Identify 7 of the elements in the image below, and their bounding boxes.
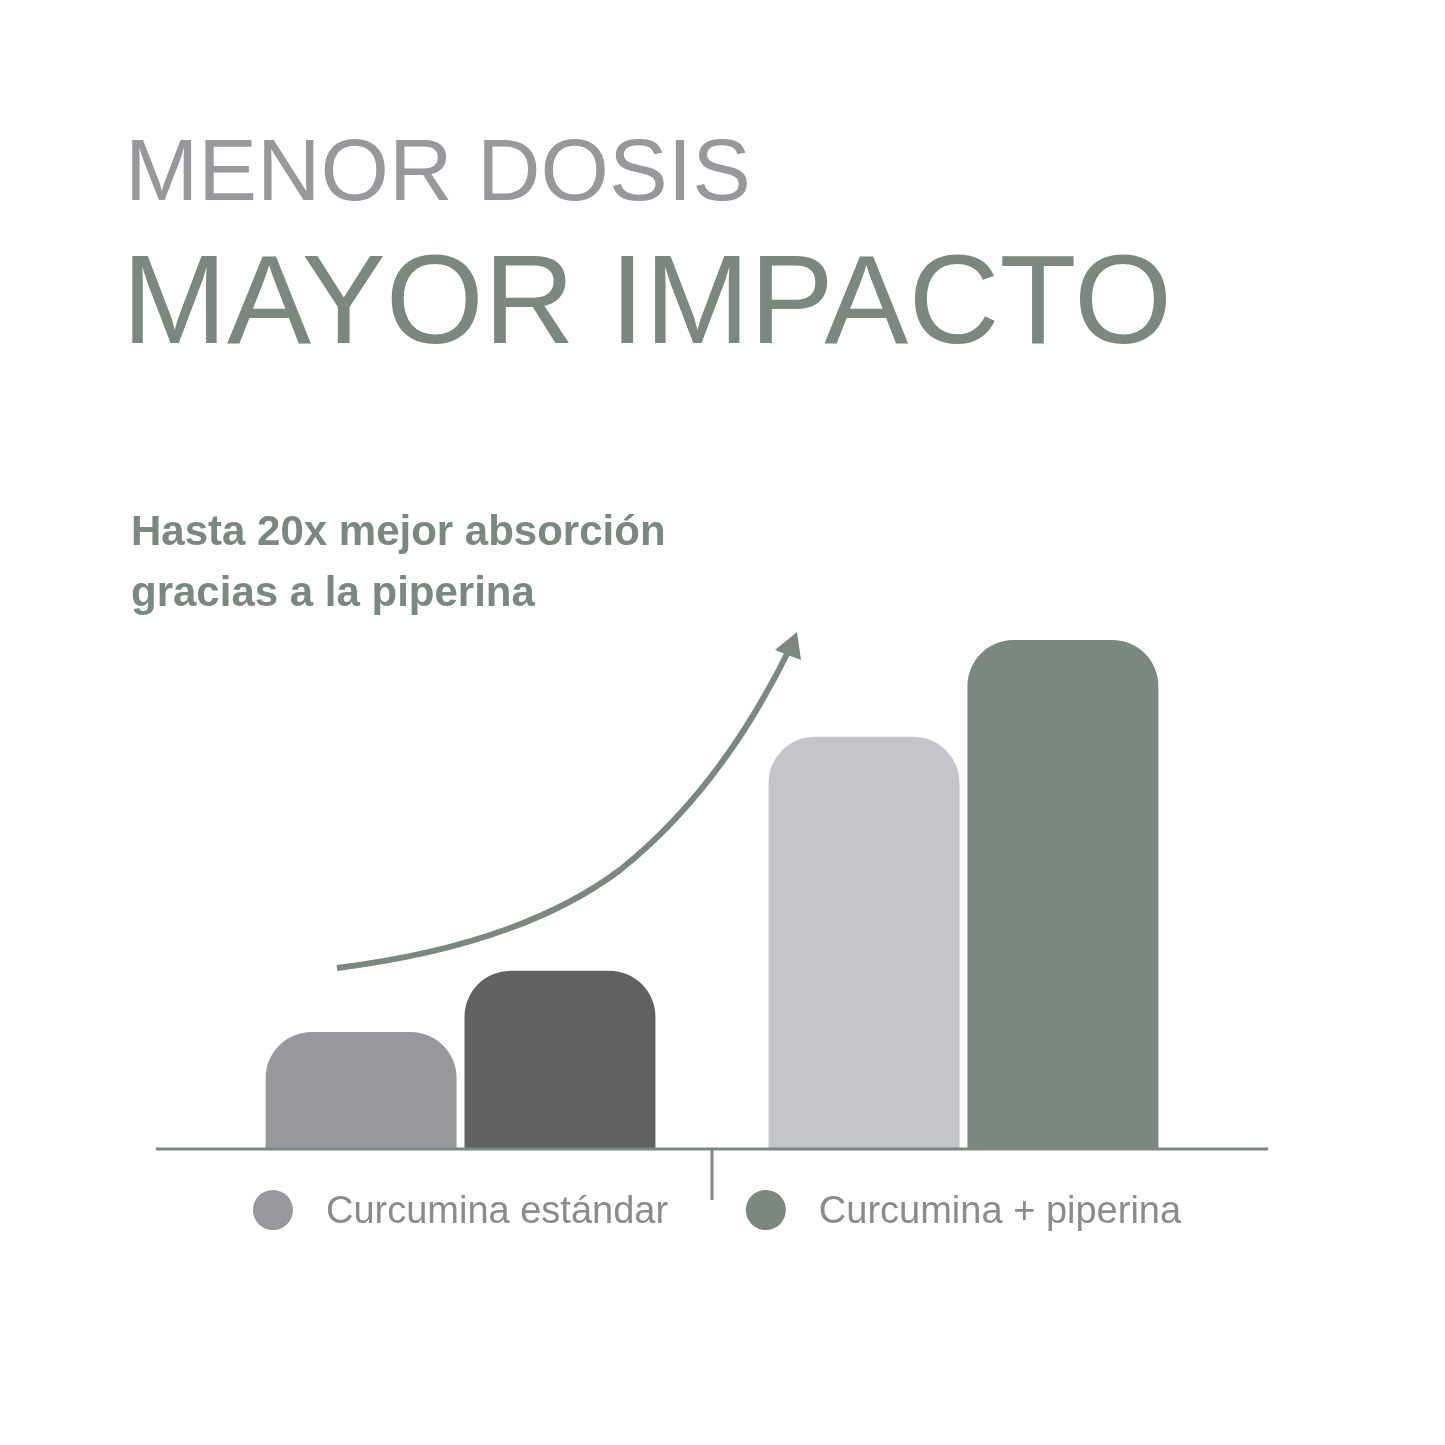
bar [265, 1031, 457, 1149]
chart-subtitle: MAYOR IMPACTO [122, 229, 1173, 370]
text: Hasta 20x mejor absorción gracias a la piperina [131, 507, 666, 615]
chart-title: MENOR DOSIS [125, 120, 751, 219]
x-tick-label: Curcumina + piperina [818, 1189, 1182, 1231]
bar [464, 970, 656, 1149]
x-tick-label: Curcumina estándar [325, 1189, 669, 1231]
